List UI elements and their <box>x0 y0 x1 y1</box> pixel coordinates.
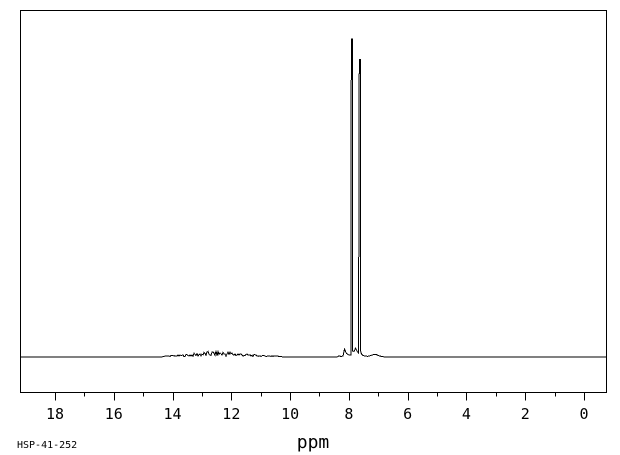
x-axis-ticks <box>55 392 585 401</box>
x-axis-tick-label: 12 <box>222 405 240 423</box>
x-axis-tick-label: 10 <box>281 405 299 423</box>
x-axis-tick-label: 18 <box>46 405 64 423</box>
x-axis-tick-label: 6 <box>403 405 412 423</box>
x-axis-title: ppm <box>297 432 330 453</box>
spectrum-id-label: HSP-41-252 <box>17 440 77 451</box>
x-axis-tick-label: 4 <box>462 405 471 423</box>
x-axis-tick-labels: 18 16 14 12 10 8 6 4 2 0 <box>46 405 589 423</box>
x-axis-tick-label: 14 <box>164 405 182 423</box>
spectrum-trace <box>20 38 607 358</box>
x-axis-tick-label: 0 <box>579 405 588 423</box>
x-axis-tick-label: 8 <box>344 405 353 423</box>
plot-frame <box>20 10 607 393</box>
x-axis-tick-label: 16 <box>105 405 123 423</box>
x-axis-tick-label: 2 <box>521 405 530 423</box>
